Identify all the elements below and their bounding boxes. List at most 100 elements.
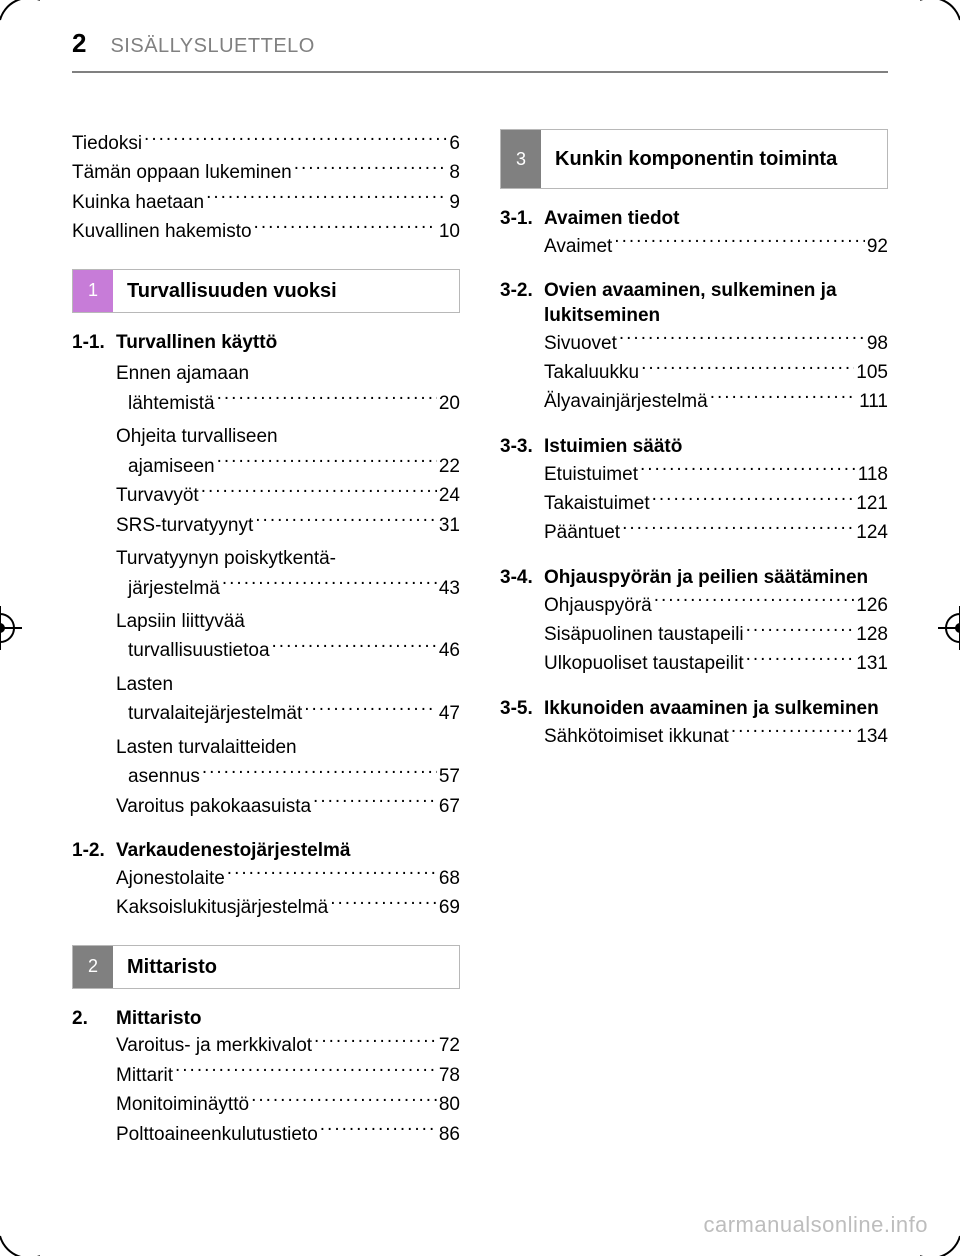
sub-heading-text: Mittaristo bbox=[116, 1007, 460, 1032]
toc-items: Ohjauspyörä126Sisäpuolinen taustapeili12… bbox=[500, 591, 888, 679]
toc-entry: SRS-turvatyynyt31 bbox=[116, 511, 460, 540]
toc-label: Takaluukku bbox=[544, 358, 639, 387]
register-mark-icon bbox=[0, 606, 22, 650]
toc-label: Avaimet bbox=[544, 232, 612, 261]
sub-heading: 3-3.Istuimien säätö bbox=[500, 435, 888, 460]
page-number: 2 bbox=[72, 28, 86, 59]
toc-page: 68 bbox=[439, 864, 460, 893]
toc-leader bbox=[217, 390, 437, 409]
sub-heading-text: Avaimen tiedot bbox=[544, 207, 888, 232]
toc-leader bbox=[227, 865, 437, 884]
toc-page: 118 bbox=[858, 460, 888, 489]
watermark: carmanualsonline.info bbox=[703, 1212, 928, 1238]
toc-entry: Polttoaineenkulutustieto86 bbox=[116, 1120, 460, 1149]
toc-leader bbox=[254, 218, 437, 237]
toc-label: asennus bbox=[128, 762, 200, 791]
toc-leader bbox=[294, 159, 448, 178]
toc-entry: Kuvallinen hakemisto10 bbox=[72, 217, 460, 246]
toc-leader bbox=[619, 330, 865, 349]
toc-page: 69 bbox=[439, 893, 460, 922]
toc-entry: Kaksoislukitusjärjestelmä69 bbox=[116, 893, 460, 922]
toc-label: Turvatyynyn poiskytkentä- bbox=[116, 544, 460, 573]
toc-label: Ohjauspyörä bbox=[544, 591, 652, 620]
chapter2-sections: 2.MittaristoVaroitus- ja merkkivalot 72Mi… bbox=[72, 1007, 460, 1149]
toc-page: 72 bbox=[439, 1031, 460, 1060]
sub-heading-number: 1-2. bbox=[72, 839, 116, 864]
toc-entry: Ulkopuoliset taustapeilit 131 bbox=[544, 649, 888, 678]
toc-label: Sisäpuolinen taustapeili bbox=[544, 620, 744, 649]
toc-leader bbox=[330, 894, 437, 913]
toc-label: Lapsiin liittyvää bbox=[116, 607, 460, 636]
toc-label: Ohjeita turvalliseen bbox=[116, 422, 460, 451]
sub-heading: 3-5.Ikkunoiden avaaminen ja sulkeminen bbox=[500, 697, 888, 722]
toc-page: 47 bbox=[439, 699, 460, 728]
toc-entry: Lasten turvalaitteidenasennus57 bbox=[116, 733, 460, 792]
toc-entry: Tämän oppaan lukeminen8 bbox=[72, 158, 460, 187]
toc-leader bbox=[255, 512, 437, 531]
chapter-tab: 2 bbox=[73, 946, 113, 988]
toc-label: Kuinka haetaan bbox=[72, 188, 204, 217]
toc-page: 98 bbox=[867, 329, 888, 358]
sub-heading-number: 3-4. bbox=[500, 566, 544, 591]
sub-heading-number: 3-5. bbox=[500, 697, 544, 722]
toc-label: turvalaitejärjestelmät bbox=[128, 699, 302, 728]
chapter-bar-1: 1 Turvallisuuden vuoksi bbox=[72, 269, 460, 313]
toc-leader bbox=[652, 490, 855, 509]
toc-leader bbox=[746, 621, 855, 640]
toc-page: 43 bbox=[439, 574, 460, 603]
chapter-tab: 3 bbox=[501, 130, 541, 188]
toc-entry: Sisäpuolinen taustapeili 128 bbox=[544, 620, 888, 649]
crop-mark-icon bbox=[0, 1224, 60, 1256]
chapter-tab: 1 bbox=[73, 270, 113, 312]
toc-entry: Tiedoksi6 bbox=[72, 129, 460, 158]
toc-entry: Varoitus- ja merkkivalot 72 bbox=[116, 1031, 460, 1060]
toc-label: ajamiseen bbox=[128, 452, 215, 481]
sub-heading-number: 3-3. bbox=[500, 435, 544, 460]
toc-leader bbox=[731, 723, 854, 742]
sub-heading: 3-1.Avaimen tiedot bbox=[500, 207, 888, 232]
toc-page: 22 bbox=[439, 452, 460, 481]
toc-label: lähtemistä bbox=[128, 389, 215, 418]
toc-leader bbox=[641, 359, 854, 378]
toc-label: Älyavainjärjestelmä bbox=[544, 387, 708, 416]
toc-label: Monitoiminäyttö bbox=[116, 1090, 249, 1119]
sub-heading: 1-2.Varkaudenestojärjestelmä bbox=[72, 839, 460, 864]
toc-page: 20 bbox=[439, 389, 460, 418]
toc-leader bbox=[313, 793, 437, 812]
toc-entry: Varoitus pakokaasuista67 bbox=[116, 792, 460, 821]
toc-leader bbox=[222, 575, 437, 594]
toc-label: Lasten bbox=[116, 670, 460, 699]
intro-entries: Tiedoksi6Tämän oppaan lukeminen8Kuinka h… bbox=[72, 129, 460, 247]
sub-heading-text: Ovien avaaminen, sulkeminen ja lukitsemi… bbox=[544, 279, 888, 328]
toc-page: 128 bbox=[856, 620, 888, 649]
toc-page: 9 bbox=[449, 188, 460, 217]
toc-leader bbox=[217, 453, 437, 472]
sub-heading-text: Ohjauspyörän ja peilien säätäminen bbox=[544, 566, 888, 591]
toc-entry: Ajonestolaite68 bbox=[116, 864, 460, 893]
toc-entry: Takaistuimet121 bbox=[544, 489, 888, 518]
sub-heading-text: Ikkunoiden avaaminen ja sulkeminen bbox=[544, 697, 888, 722]
sub-heading-number: 3-1. bbox=[500, 207, 544, 232]
toc-label: Ennen ajamaan bbox=[116, 359, 460, 388]
toc-page: 131 bbox=[856, 649, 888, 678]
toc-label: Pääntuet bbox=[544, 518, 620, 547]
toc-entry: Monitoiminäyttö80 bbox=[116, 1090, 460, 1119]
page-content: 2 SISÄLLYSLUETTELO Tiedoksi6Tämän oppaan… bbox=[72, 28, 888, 1216]
toc-label: Takaistuimet bbox=[544, 489, 650, 518]
toc-label: Sivuovet bbox=[544, 329, 617, 358]
toc-page: 124 bbox=[856, 518, 888, 547]
toc-entry: Avaimet 92 bbox=[544, 232, 888, 261]
sub-heading: 3-2.Ovien avaaminen, sulkeminen ja lukit… bbox=[500, 279, 888, 328]
toc-page: 92 bbox=[867, 232, 888, 261]
toc-leader bbox=[175, 1062, 437, 1081]
toc-label: Lasten turvalaitteiden bbox=[116, 733, 460, 762]
toc-leader bbox=[272, 637, 437, 656]
toc-page: 8 bbox=[449, 158, 460, 187]
toc-entry: Sivuovet 98 bbox=[544, 329, 888, 358]
sub-heading: 2.Mittaristo bbox=[72, 1007, 460, 1032]
right-column: 3 Kunkin komponentin toiminta 3-1.Avaime… bbox=[500, 129, 888, 1149]
toc-entry: turvallisuustietoa46 bbox=[116, 636, 460, 665]
toc-label: Varoitus- ja merkkivalot bbox=[116, 1031, 312, 1060]
sub-heading-number: 3-2. bbox=[500, 279, 544, 328]
toc-label: Ulkopuoliset taustapeilit bbox=[544, 649, 744, 678]
